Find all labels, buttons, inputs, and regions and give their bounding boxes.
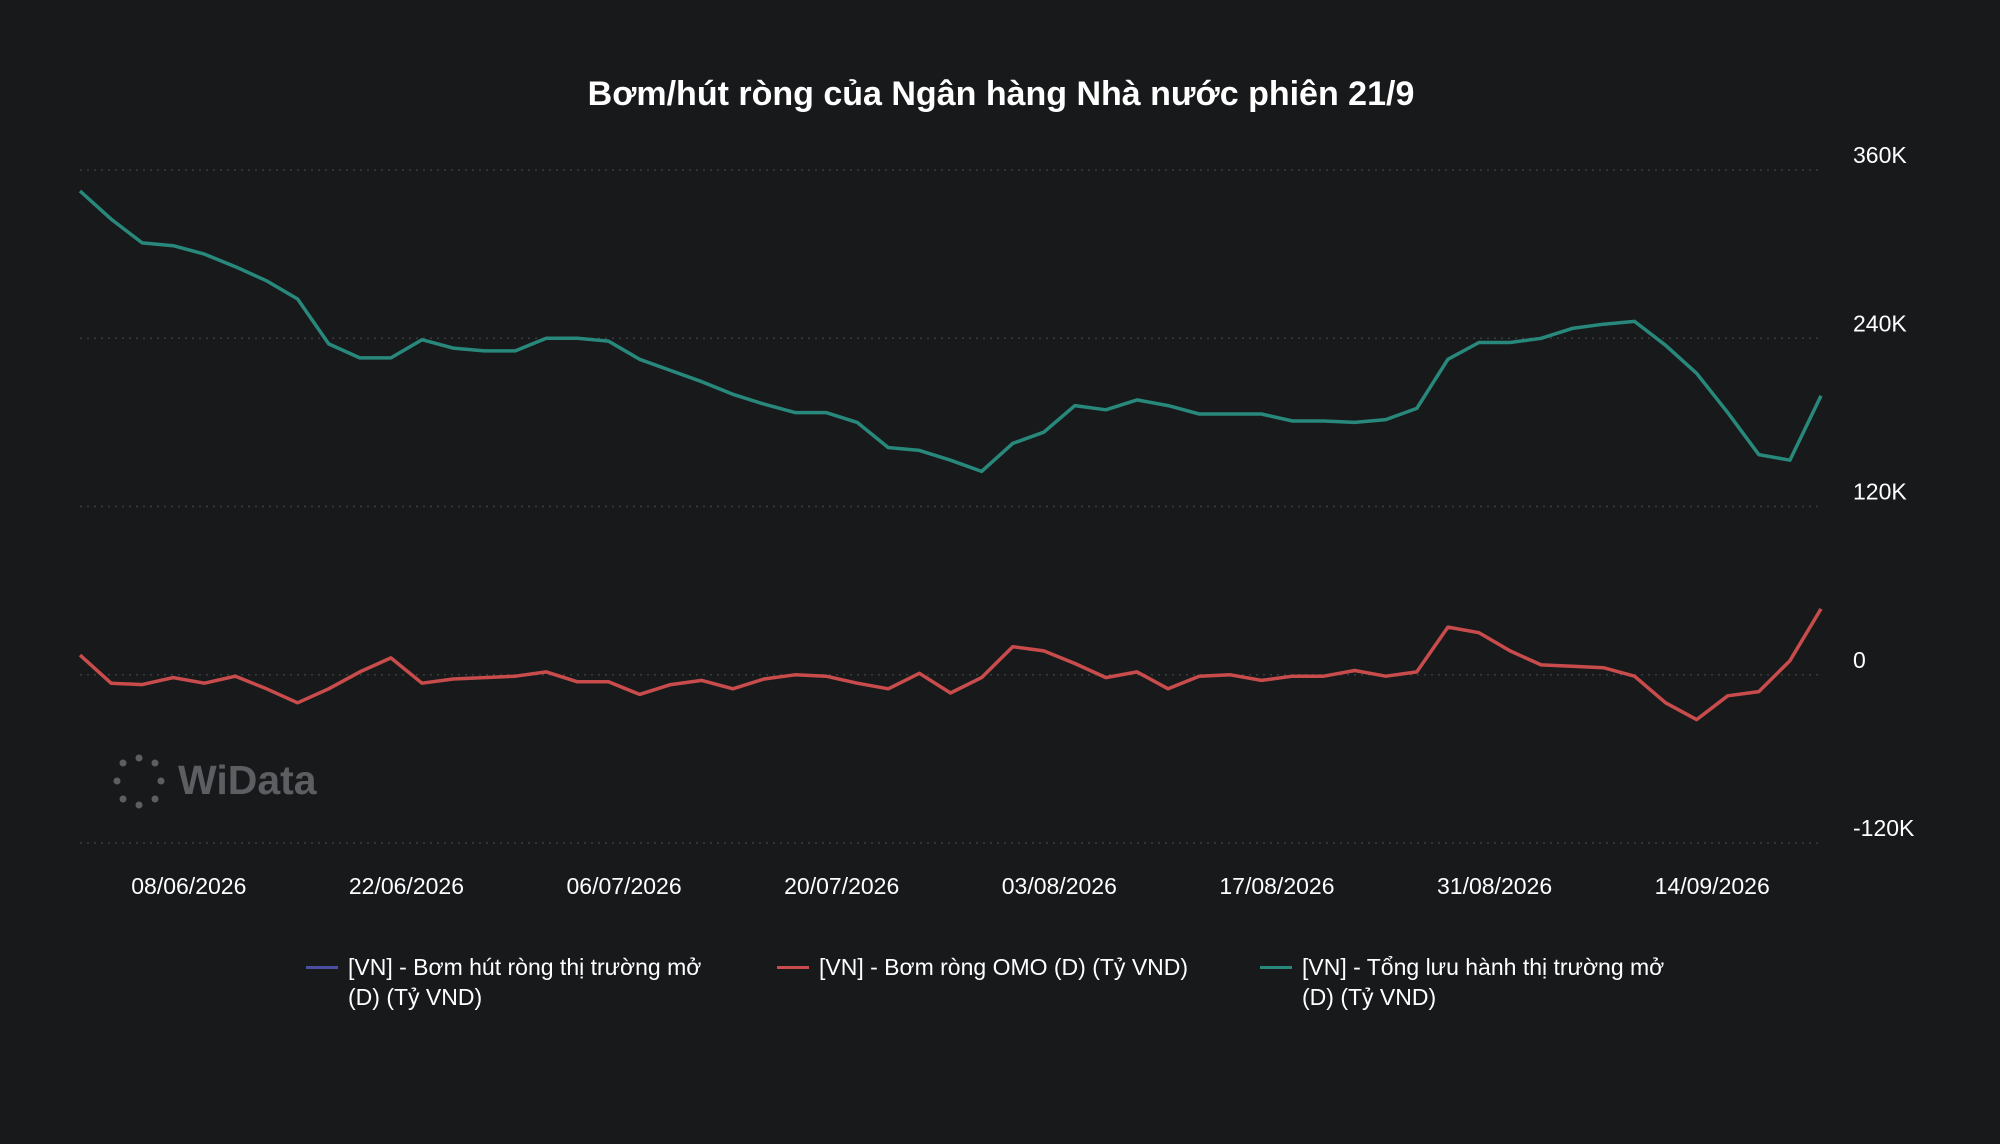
legend-swatch <box>777 966 809 969</box>
legend-item[interactable]: [VN] - Bơm ròng OMO (D) (Tỷ VND) <box>777 952 1199 982</box>
y-tick-label: -120K <box>1853 815 1915 841</box>
x-tick-label: 31/08/2026 <box>1437 873 1552 899</box>
watermark: WiData <box>178 757 318 803</box>
legend-item[interactable]: [VN] - Bơm hút ròng thị trường mở (D) (T… <box>306 952 728 1012</box>
legend-swatch <box>1260 966 1292 969</box>
watermark-icon <box>113 754 165 809</box>
x-tick-label: 20/07/2026 <box>784 873 899 899</box>
legend-item[interactable]: [VN] - Tổng lưu hành thị trường mở (D) (… <box>1260 952 1682 1012</box>
x-tick-label: 22/06/2026 <box>349 873 464 899</box>
x-tick-label: 17/08/2026 <box>1219 873 1334 899</box>
y-tick-label: 240K <box>1853 310 1907 336</box>
y-tick-label: 120K <box>1853 479 1907 505</box>
x-tick-label: 08/06/2026 <box>131 873 246 899</box>
legend-label: [VN] - Bơm hút ròng thị trường mở (D) (T… <box>348 954 702 1010</box>
x-tick-label: 06/07/2026 <box>567 873 682 899</box>
legend-swatch <box>306 966 338 969</box>
legend-label: [VN] - Bơm ròng OMO (D) (Tỷ VND) <box>819 954 1189 980</box>
x-tick-label: 03/08/2026 <box>1002 873 1117 899</box>
y-tick-label: 360K <box>1853 142 1907 168</box>
legend-label: [VN] - Tổng lưu hành thị trường mở (D) (… <box>1302 954 1665 1010</box>
series-line <box>78 189 1823 474</box>
y-tick-label: 0 <box>1853 647 1866 673</box>
x-tick-label: 14/09/2026 <box>1655 873 1770 899</box>
series-line <box>78 607 1823 722</box>
chart-title: Bơm/hút ròng của Ngân hàng Nhà nước phiê… <box>588 75 1415 113</box>
